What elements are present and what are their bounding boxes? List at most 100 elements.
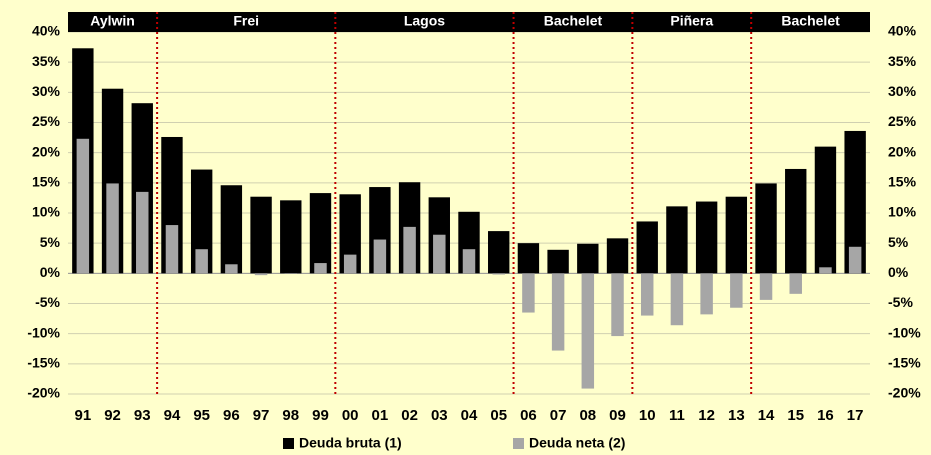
x-tick-label: 04 xyxy=(461,407,478,424)
bar-net xyxy=(284,273,298,274)
bar-net xyxy=(314,263,327,274)
y-tick-label: 0% xyxy=(40,264,61,280)
bar-gross xyxy=(725,196,748,274)
bar-net xyxy=(789,273,802,294)
legend-label: Deuda neta (2) xyxy=(529,435,625,451)
bar-net xyxy=(403,226,416,274)
bar-gross xyxy=(636,221,658,274)
bar-net xyxy=(373,239,387,274)
bar-gross xyxy=(250,196,272,274)
bar-gross xyxy=(309,193,332,274)
x-tick-label: 12 xyxy=(698,407,715,424)
bar-net xyxy=(343,254,357,274)
y-tick-label: 40% xyxy=(32,23,61,39)
x-tick-label: 91 xyxy=(75,407,92,424)
y2-tick-label: 5% xyxy=(888,234,909,250)
y-tick-label: 25% xyxy=(32,113,61,129)
bar-gross xyxy=(220,185,243,274)
y2-tick-label: 10% xyxy=(888,204,917,220)
bar-gross xyxy=(606,238,629,274)
x-tick-label: 16 xyxy=(817,407,834,424)
x-tick-label: 11 xyxy=(669,407,685,424)
y2-tick-label: 25% xyxy=(888,113,917,129)
bar-net xyxy=(640,273,654,316)
bar-net xyxy=(551,273,565,351)
bar-gross xyxy=(814,146,837,274)
bar-net xyxy=(225,264,238,274)
legend-swatch xyxy=(513,438,524,449)
period-label: Bachelet xyxy=(781,13,840,29)
x-tick-label: 06 xyxy=(520,407,537,424)
x-tick-label: 10 xyxy=(639,407,656,424)
y2-tick-label: -5% xyxy=(888,294,913,310)
bar-net xyxy=(433,234,446,274)
x-tick-label: 07 xyxy=(550,407,567,424)
y2-tick-label: 20% xyxy=(888,143,917,159)
y-tick-label: 5% xyxy=(40,234,61,250)
bar-gross xyxy=(844,130,866,274)
y-tick-label: 10% xyxy=(32,204,61,220)
x-tick-label: 94 xyxy=(164,407,181,424)
bar-gross xyxy=(547,249,569,274)
bar-net xyxy=(700,273,713,315)
x-tick-label: 17 xyxy=(847,407,864,424)
bar-net xyxy=(195,249,208,274)
x-tick-label: 09 xyxy=(609,407,626,424)
x-tick-label: 97 xyxy=(253,407,270,424)
y2-tick-label: 35% xyxy=(888,53,917,69)
x-tick-label: 92 xyxy=(104,407,121,424)
bar-gross xyxy=(577,243,599,274)
x-tick-label: 96 xyxy=(223,407,240,424)
y-tick-label: 20% xyxy=(32,143,61,159)
bar-net xyxy=(76,138,90,274)
x-tick-label: 99 xyxy=(312,407,329,424)
bar-net xyxy=(670,273,684,326)
bar-net xyxy=(254,273,268,276)
y2-tick-label: 30% xyxy=(888,83,917,99)
period-label: Bachelet xyxy=(544,13,603,29)
legend-label: Deuda bruta (1) xyxy=(299,435,402,451)
y-tick-label: -15% xyxy=(27,355,60,371)
y-tick-label: -10% xyxy=(27,324,60,340)
x-tick-label: 15 xyxy=(787,407,804,424)
bar-gross xyxy=(280,200,302,274)
x-tick-label: 13 xyxy=(728,407,745,424)
y2-tick-label: -15% xyxy=(888,355,921,371)
bar-net xyxy=(522,273,535,313)
x-tick-label: 03 xyxy=(431,407,448,424)
y-tick-label: 15% xyxy=(32,174,61,190)
bar-net xyxy=(165,225,179,274)
bar-gross xyxy=(517,243,540,274)
period-label: Aylwin xyxy=(90,13,135,29)
bar-net xyxy=(462,249,476,274)
y-tick-label: -5% xyxy=(35,294,60,310)
period-header xyxy=(68,12,870,32)
y2-tick-label: -10% xyxy=(888,324,921,340)
y2-tick-label: 15% xyxy=(888,174,917,190)
bar-net xyxy=(492,273,505,275)
bar-net xyxy=(611,273,624,337)
period-label: Piñera xyxy=(670,13,713,29)
bar-net xyxy=(848,246,862,274)
legend-swatch xyxy=(283,438,294,449)
y-tick-label: 30% xyxy=(32,83,61,99)
x-tick-label: 00 xyxy=(342,407,359,424)
y-tick-label: 35% xyxy=(32,53,61,69)
bar-gross xyxy=(190,169,213,274)
bar-net xyxy=(730,273,743,308)
y2-tick-label: 40% xyxy=(888,23,917,39)
bar-net xyxy=(581,273,595,389)
x-tick-label: 01 xyxy=(372,407,389,424)
bar-gross xyxy=(339,194,361,274)
bar-gross xyxy=(666,206,688,274)
bar-net xyxy=(106,183,119,274)
x-tick-label: 14 xyxy=(758,407,775,424)
x-tick-label: 93 xyxy=(134,407,151,424)
y-tick-label: -20% xyxy=(27,385,60,401)
x-tick-label: 95 xyxy=(193,407,210,424)
x-tick-label: 98 xyxy=(282,407,299,424)
y2-tick-label: 0% xyxy=(888,264,909,280)
period-label: Frei xyxy=(233,13,259,29)
bar-gross xyxy=(695,201,718,274)
